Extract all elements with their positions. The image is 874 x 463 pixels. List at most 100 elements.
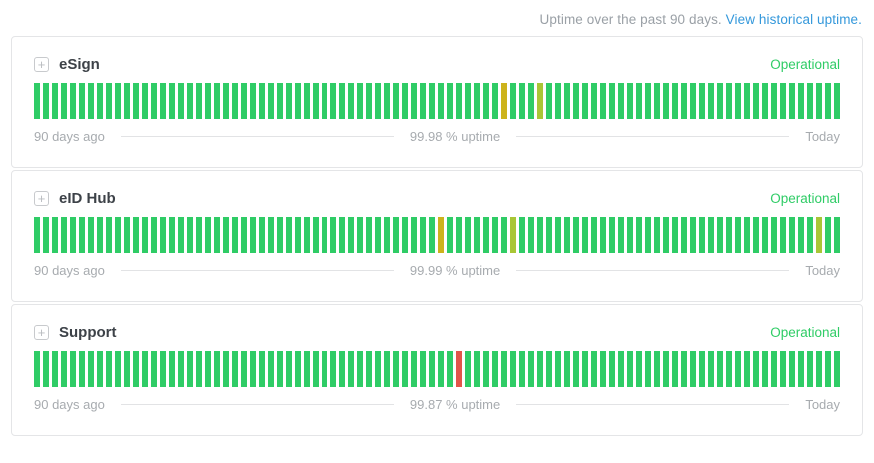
uptime-day-bar[interactable] — [195, 351, 202, 387]
uptime-day-bar[interactable] — [114, 217, 121, 253]
uptime-day-bar[interactable] — [653, 83, 660, 119]
uptime-day-bar[interactable] — [213, 83, 220, 119]
uptime-day-bar[interactable] — [447, 351, 454, 387]
uptime-day-bar[interactable] — [393, 217, 400, 253]
uptime-day-bar[interactable] — [321, 351, 328, 387]
uptime-day-bar[interactable] — [806, 217, 813, 253]
uptime-day-bar[interactable] — [644, 351, 651, 387]
uptime-day-bar[interactable] — [438, 351, 445, 387]
uptime-day-bar[interactable] — [357, 217, 364, 253]
uptime-day-bar[interactable] — [609, 217, 615, 253]
uptime-day-bar[interactable] — [303, 83, 310, 119]
uptime-day-bar[interactable] — [564, 83, 571, 119]
uptime-day-bar[interactable] — [393, 83, 400, 119]
uptime-day-bar[interactable] — [824, 351, 831, 387]
uptime-day-bar[interactable] — [132, 83, 139, 119]
uptime-day-bar[interactable] — [510, 83, 517, 119]
uptime-day-bar[interactable] — [366, 83, 373, 119]
uptime-day-bar[interactable] — [429, 351, 436, 387]
uptime-day-bar[interactable] — [339, 83, 346, 119]
uptime-day-bar[interactable] — [519, 351, 526, 387]
uptime-day-bar[interactable] — [429, 83, 436, 119]
uptime-day-bar[interactable] — [833, 83, 840, 119]
uptime-day-bar[interactable] — [626, 217, 633, 253]
uptime-day-bar[interactable] — [132, 217, 139, 253]
uptime-day-bar[interactable] — [806, 83, 813, 119]
uptime-day-bar[interactable] — [213, 351, 220, 387]
uptime-day-bar[interactable] — [321, 217, 328, 253]
uptime-day-bar[interactable] — [438, 83, 445, 119]
uptime-day-bar[interactable] — [474, 83, 481, 119]
uptime-day-bar[interactable] — [447, 83, 454, 119]
uptime-day-bar[interactable] — [411, 217, 418, 253]
uptime-day-bar[interactable] — [465, 83, 472, 119]
uptime-day-bar[interactable] — [159, 217, 166, 253]
uptime-day-bar[interactable] — [456, 83, 463, 119]
uptime-day-bar[interactable] — [600, 83, 606, 119]
uptime-day-bar[interactable] — [330, 83, 337, 119]
uptime-day-bar[interactable] — [591, 351, 598, 387]
uptime-day-bar[interactable] — [662, 83, 669, 119]
uptime-day-bar[interactable] — [69, 83, 76, 119]
uptime-day-bar[interactable] — [438, 217, 445, 253]
uptime-day-bar[interactable] — [303, 351, 310, 387]
uptime-day-bar[interactable] — [528, 217, 535, 253]
expand-icon[interactable]: + — [34, 191, 49, 206]
uptime-day-bar[interactable] — [78, 83, 85, 119]
uptime-day-bar[interactable] — [366, 351, 373, 387]
uptime-day-bar[interactable] — [294, 351, 301, 387]
uptime-day-bar[interactable] — [96, 83, 103, 119]
uptime-day-bar[interactable] — [159, 351, 166, 387]
uptime-day-bar[interactable] — [644, 217, 651, 253]
uptime-day-bar[interactable] — [285, 351, 292, 387]
uptime-day-bar[interactable] — [725, 351, 732, 387]
uptime-day-bar[interactable] — [573, 217, 580, 253]
uptime-day-bar[interactable] — [42, 351, 49, 387]
uptime-day-bar[interactable] — [609, 351, 615, 387]
uptime-day-bar[interactable] — [743, 217, 750, 253]
uptime-day-bar[interactable] — [375, 217, 382, 253]
uptime-day-bar[interactable] — [797, 217, 804, 253]
uptime-day-bar[interactable] — [770, 83, 777, 119]
uptime-day-bar[interactable] — [249, 217, 256, 253]
uptime-day-bar[interactable] — [824, 217, 831, 253]
uptime-day-bar[interactable] — [528, 83, 535, 119]
uptime-day-bar[interactable] — [689, 351, 696, 387]
uptime-day-bar[interactable] — [87, 217, 94, 253]
uptime-day-bar[interactable] — [716, 351, 723, 387]
uptime-day-bar[interactable] — [240, 83, 247, 119]
uptime-day-bar[interactable] — [312, 83, 319, 119]
uptime-day-bar[interactable] — [635, 351, 642, 387]
uptime-day-bar[interactable] — [689, 217, 696, 253]
uptime-day-bar[interactable] — [195, 217, 202, 253]
uptime-day-bar[interactable] — [150, 351, 157, 387]
uptime-day-bar[interactable] — [806, 351, 813, 387]
uptime-day-bar[interactable] — [447, 217, 454, 253]
uptime-day-bar[interactable] — [510, 217, 517, 253]
uptime-day-bar[interactable] — [573, 83, 580, 119]
uptime-day-bar[interactable] — [546, 217, 553, 253]
uptime-day-bar[interactable] — [249, 83, 256, 119]
uptime-day-bar[interactable] — [78, 217, 85, 253]
uptime-day-bar[interactable] — [267, 83, 274, 119]
uptime-day-bar[interactable] — [528, 351, 535, 387]
uptime-day-bar[interactable] — [258, 217, 265, 253]
uptime-day-bar[interactable] — [582, 83, 589, 119]
uptime-day-bar[interactable] — [34, 351, 40, 387]
uptime-day-bar[interactable] — [132, 351, 139, 387]
uptime-day-bar[interactable] — [375, 83, 382, 119]
uptime-day-bar[interactable] — [501, 217, 508, 253]
uptime-day-bar[interactable] — [357, 351, 364, 387]
uptime-day-bar[interactable] — [546, 83, 553, 119]
uptime-day-bar[interactable] — [564, 217, 571, 253]
uptime-day-bar[interactable] — [707, 217, 714, 253]
uptime-day-bar[interactable] — [114, 83, 121, 119]
uptime-day-bar[interactable] — [483, 83, 490, 119]
uptime-day-bar[interactable] — [617, 83, 624, 119]
uptime-day-bar[interactable] — [258, 83, 265, 119]
uptime-day-bar[interactable] — [734, 217, 741, 253]
uptime-day-bar[interactable] — [141, 83, 148, 119]
expand-icon[interactable]: + — [34, 57, 49, 72]
uptime-day-bar[interactable] — [555, 83, 562, 119]
uptime-day-bar[interactable] — [186, 351, 193, 387]
